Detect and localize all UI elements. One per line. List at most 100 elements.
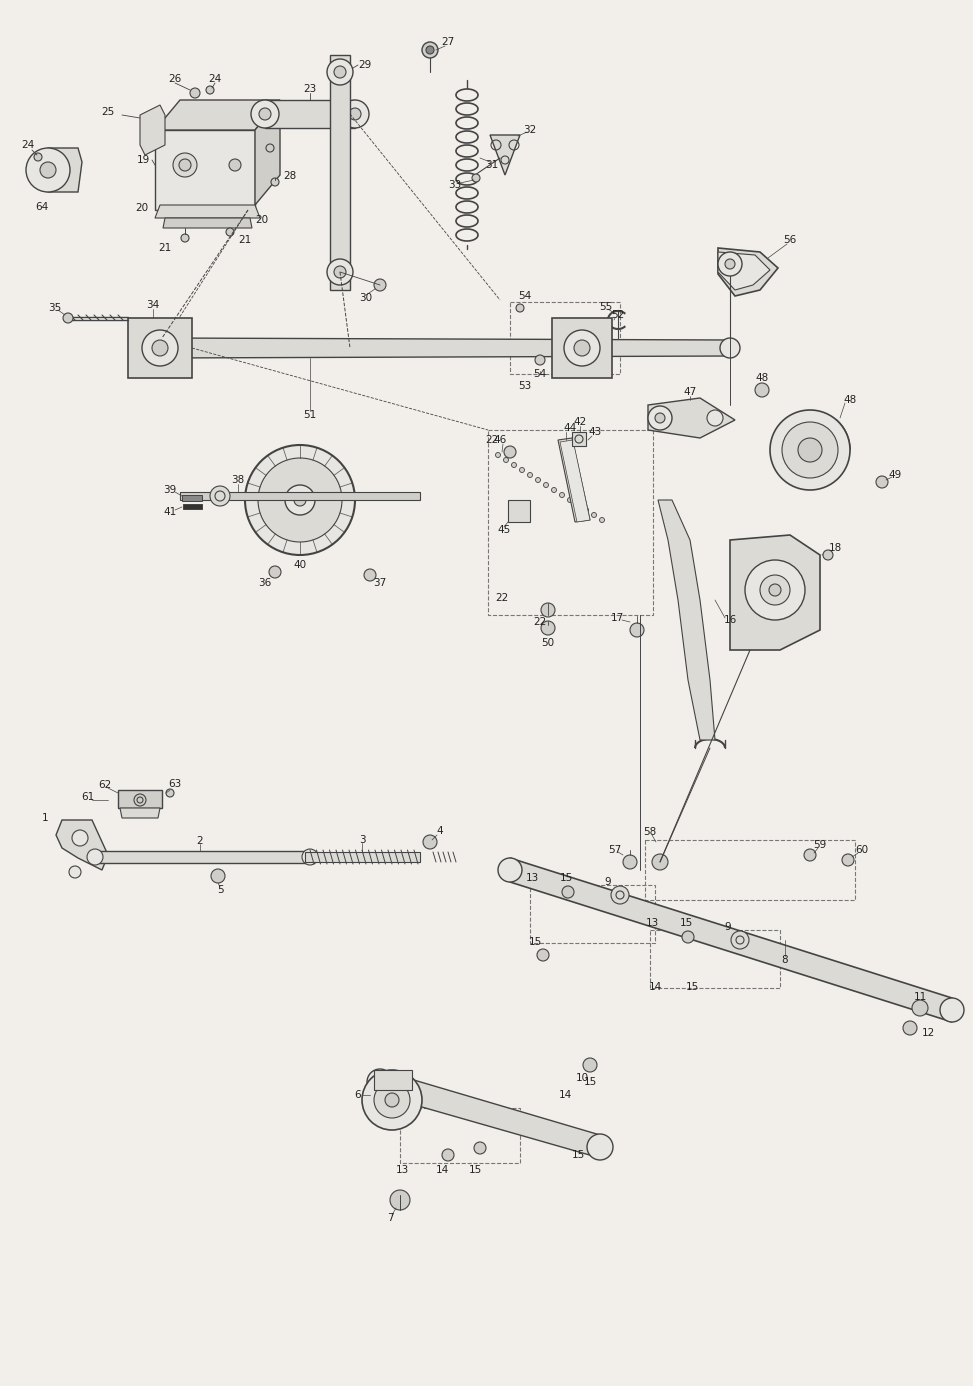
Circle shape (364, 570, 376, 581)
Text: 26: 26 (168, 73, 182, 85)
Circle shape (374, 279, 386, 291)
Circle shape (587, 1134, 613, 1160)
Circle shape (940, 998, 964, 1021)
Text: 37: 37 (374, 578, 386, 588)
Circle shape (26, 148, 70, 193)
Circle shape (804, 850, 816, 861)
Circle shape (760, 575, 790, 606)
Text: 24: 24 (208, 73, 222, 85)
Text: 35: 35 (49, 304, 61, 313)
Circle shape (374, 1082, 410, 1119)
Circle shape (166, 789, 174, 797)
Circle shape (876, 475, 888, 488)
Text: 40: 40 (294, 560, 306, 570)
Circle shape (599, 517, 604, 523)
Circle shape (707, 410, 723, 426)
Bar (530, 886, 655, 942)
Polygon shape (490, 134, 520, 175)
Text: 20: 20 (135, 202, 148, 213)
Circle shape (173, 152, 197, 177)
Circle shape (842, 854, 854, 866)
Circle shape (574, 340, 590, 356)
Polygon shape (718, 248, 778, 297)
Circle shape (527, 473, 532, 478)
Text: 19: 19 (136, 155, 150, 165)
Circle shape (575, 503, 581, 507)
Circle shape (562, 886, 574, 898)
Circle shape (745, 560, 805, 620)
Circle shape (718, 252, 742, 276)
Text: 22: 22 (485, 435, 498, 445)
Polygon shape (155, 130, 255, 211)
Text: 10: 10 (575, 1073, 589, 1082)
Text: 54: 54 (533, 369, 547, 378)
Circle shape (423, 834, 437, 850)
Circle shape (390, 1191, 410, 1210)
Circle shape (755, 383, 769, 396)
Bar (650, 930, 780, 988)
Text: 21: 21 (159, 243, 171, 254)
Text: 13: 13 (645, 918, 659, 929)
Circle shape (142, 330, 178, 366)
Polygon shape (265, 100, 355, 128)
Text: 30: 30 (359, 292, 373, 304)
Circle shape (535, 478, 540, 482)
Text: 61: 61 (82, 791, 94, 802)
Circle shape (630, 622, 644, 638)
Text: 34: 34 (146, 299, 160, 310)
Polygon shape (163, 218, 252, 229)
Polygon shape (140, 105, 165, 155)
Text: 8: 8 (781, 955, 788, 965)
Bar (488, 430, 653, 615)
Text: 28: 28 (283, 170, 297, 182)
Text: 22: 22 (533, 617, 547, 626)
Polygon shape (128, 317, 192, 378)
Circle shape (285, 485, 315, 516)
Circle shape (72, 830, 88, 845)
Circle shape (63, 313, 73, 323)
Text: 15: 15 (560, 873, 573, 883)
Text: 43: 43 (589, 427, 601, 437)
Text: 32: 32 (523, 125, 537, 134)
Circle shape (259, 108, 271, 121)
Text: 53: 53 (519, 381, 531, 391)
Text: 13: 13 (525, 873, 539, 883)
Circle shape (229, 159, 241, 170)
Text: 2: 2 (197, 836, 203, 845)
Text: 62: 62 (98, 780, 112, 790)
Text: 7: 7 (386, 1213, 393, 1222)
Circle shape (341, 100, 369, 128)
Text: 15: 15 (584, 1077, 596, 1087)
Text: 9: 9 (604, 877, 611, 887)
Circle shape (912, 1001, 928, 1016)
Circle shape (302, 850, 318, 865)
Circle shape (211, 869, 225, 883)
Circle shape (181, 234, 189, 243)
Text: 16: 16 (723, 615, 737, 625)
Circle shape (823, 550, 833, 560)
Text: 15: 15 (680, 918, 693, 929)
Text: 48: 48 (844, 395, 856, 405)
Circle shape (327, 259, 353, 286)
Text: 64: 64 (35, 202, 49, 212)
Text: 47: 47 (683, 387, 697, 396)
Text: 15: 15 (528, 937, 542, 947)
Polygon shape (730, 535, 820, 650)
Text: 52: 52 (611, 310, 625, 320)
Text: 24: 24 (21, 140, 35, 150)
Circle shape (584, 507, 589, 513)
Circle shape (472, 175, 480, 182)
Bar (572, 432, 586, 446)
Polygon shape (560, 439, 590, 523)
Bar (400, 1107, 520, 1163)
Polygon shape (183, 505, 202, 509)
Circle shape (567, 498, 572, 503)
Bar (645, 840, 855, 900)
Circle shape (623, 855, 637, 869)
Polygon shape (155, 205, 260, 218)
Circle shape (334, 67, 346, 78)
Text: 6: 6 (355, 1089, 361, 1100)
Circle shape (552, 488, 557, 492)
Text: 36: 36 (259, 578, 271, 588)
Circle shape (367, 1069, 393, 1095)
